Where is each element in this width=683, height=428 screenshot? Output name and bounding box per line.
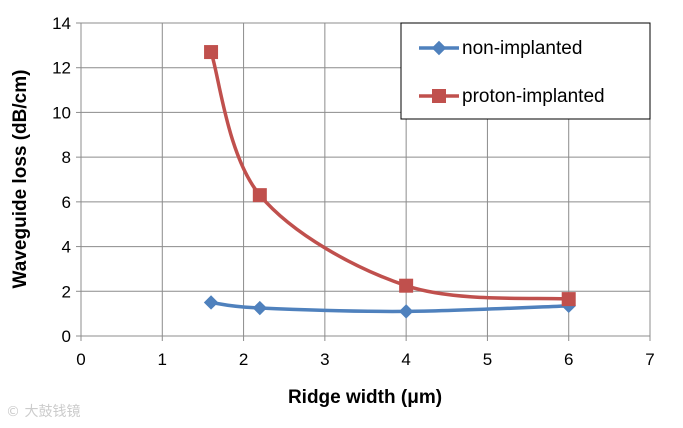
x-tick-label-1: 1 [158, 350, 167, 369]
data-point-proton-implanted-2 [399, 278, 414, 293]
x-tick-label-7: 7 [645, 350, 654, 369]
x-tick-label-2: 2 [239, 350, 248, 369]
x-tick-label-5: 5 [483, 350, 492, 369]
y-tick-label-0: 0 [62, 327, 71, 346]
legend-label-non-implanted: non-implanted [462, 38, 582, 59]
y-tick-label-6: 12 [52, 59, 71, 78]
watermark: © 大鼓钱镜 [6, 404, 81, 420]
x-tick-label-3: 3 [320, 350, 329, 369]
y-tick-label-1: 2 [62, 282, 71, 301]
series-line-proton-implanted [209, 51, 569, 301]
y-tick-label-5: 10 [52, 103, 71, 122]
series-line-non-implanted [210, 300, 569, 314]
data-point-proton-implanted-0 [204, 45, 219, 60]
data-point-proton-implanted-1 [252, 188, 267, 203]
series-proton-implanted [204, 45, 576, 307]
data-point-non-implanted-2 [398, 304, 414, 319]
x-tick-label-4: 4 [401, 350, 410, 369]
series [203, 45, 576, 319]
axes [76, 22, 651, 341]
data-point-proton-implanted-3 [561, 292, 576, 307]
legend-label-proton-implanted: proton-implanted [462, 86, 605, 107]
y-tick-label-4: 8 [62, 148, 71, 167]
y-axis-title: Waveguide loss (dB/cm) [10, 70, 31, 289]
data-point-non-implanted-0 [203, 295, 219, 310]
y-tick-label-3: 6 [62, 193, 71, 212]
x-axis-title: Ridge width (μm) [288, 387, 442, 408]
legend: non-implanted proton-implanted [400, 22, 651, 120]
y-tick-label-7: 14 [52, 14, 71, 33]
x-tick-label-6: 6 [564, 350, 573, 369]
y-tick-label-2: 4 [62, 238, 71, 257]
x-tick-label-0: 0 [76, 350, 85, 369]
legend-marker-proton-implanted [432, 89, 446, 103]
data-point-non-implanted-1 [252, 300, 268, 316]
legend-marker-non-implanted [431, 40, 447, 56]
